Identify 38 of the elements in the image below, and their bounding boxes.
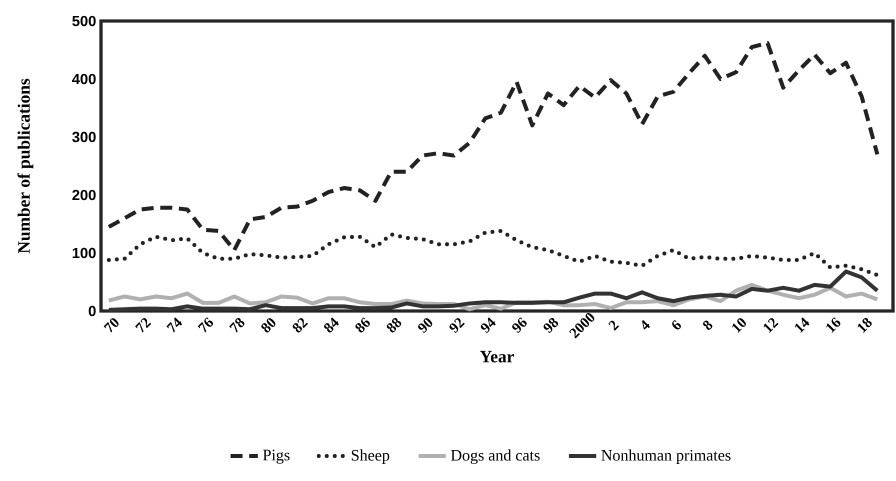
y-tick-label: 200 bbox=[72, 190, 96, 200]
x-tick-label: 8 bbox=[703, 320, 712, 330]
x-tick-label: 96 bbox=[512, 317, 527, 334]
x-tick-label: 90 bbox=[418, 318, 432, 334]
x-tick-label: 88 bbox=[386, 318, 402, 332]
x-tick-label: 14 bbox=[795, 317, 810, 333]
x-tick-label: 94 bbox=[480, 317, 496, 334]
line-series bbox=[106, 41, 880, 252]
x-tick-label: 70 bbox=[104, 318, 119, 333]
x-tick-label: 92 bbox=[449, 318, 465, 334]
x-tick-label: 10 bbox=[732, 318, 746, 333]
y-tick-label: 0 bbox=[88, 306, 96, 316]
y-tick-label: 500 bbox=[72, 16, 96, 26]
y-tick-label: 300 bbox=[72, 132, 96, 142]
legend-label: Nonhuman primates bbox=[601, 449, 731, 464]
x-tick-label: 4 bbox=[642, 320, 650, 330]
x-tick-label: 72 bbox=[135, 318, 152, 333]
x-tick-label: 12 bbox=[764, 318, 779, 333]
x-tick-label: 84 bbox=[324, 317, 339, 332]
x-axis-title: Year bbox=[480, 350, 514, 362]
x-tick-label: 18 bbox=[858, 318, 872, 333]
x-tick-label: 98 bbox=[544, 318, 558, 334]
legend-label: Pigs bbox=[262, 450, 290, 464]
line-series bbox=[106, 228, 880, 278]
x-tick-label: 74 bbox=[166, 317, 182, 333]
x-tick-label: 6 bbox=[672, 320, 681, 330]
x-tick-label: 82 bbox=[292, 318, 308, 332]
x-tick-label: 78 bbox=[229, 318, 244, 333]
x-tick-label: 76 bbox=[198, 317, 214, 333]
legend-label: Sheep bbox=[352, 449, 390, 464]
x-tick-label: 80 bbox=[261, 318, 276, 332]
x-tick-label: 86 bbox=[355, 317, 370, 332]
x-tick-label: 16 bbox=[826, 317, 840, 333]
y-axis-title: Number of publications bbox=[17, 78, 34, 254]
y-tick-label: 100 bbox=[72, 248, 96, 258]
legend-label: Dogs and cats bbox=[450, 449, 540, 464]
y-tick-label: 400 bbox=[72, 74, 96, 84]
x-tick-label: 2 bbox=[608, 320, 620, 331]
